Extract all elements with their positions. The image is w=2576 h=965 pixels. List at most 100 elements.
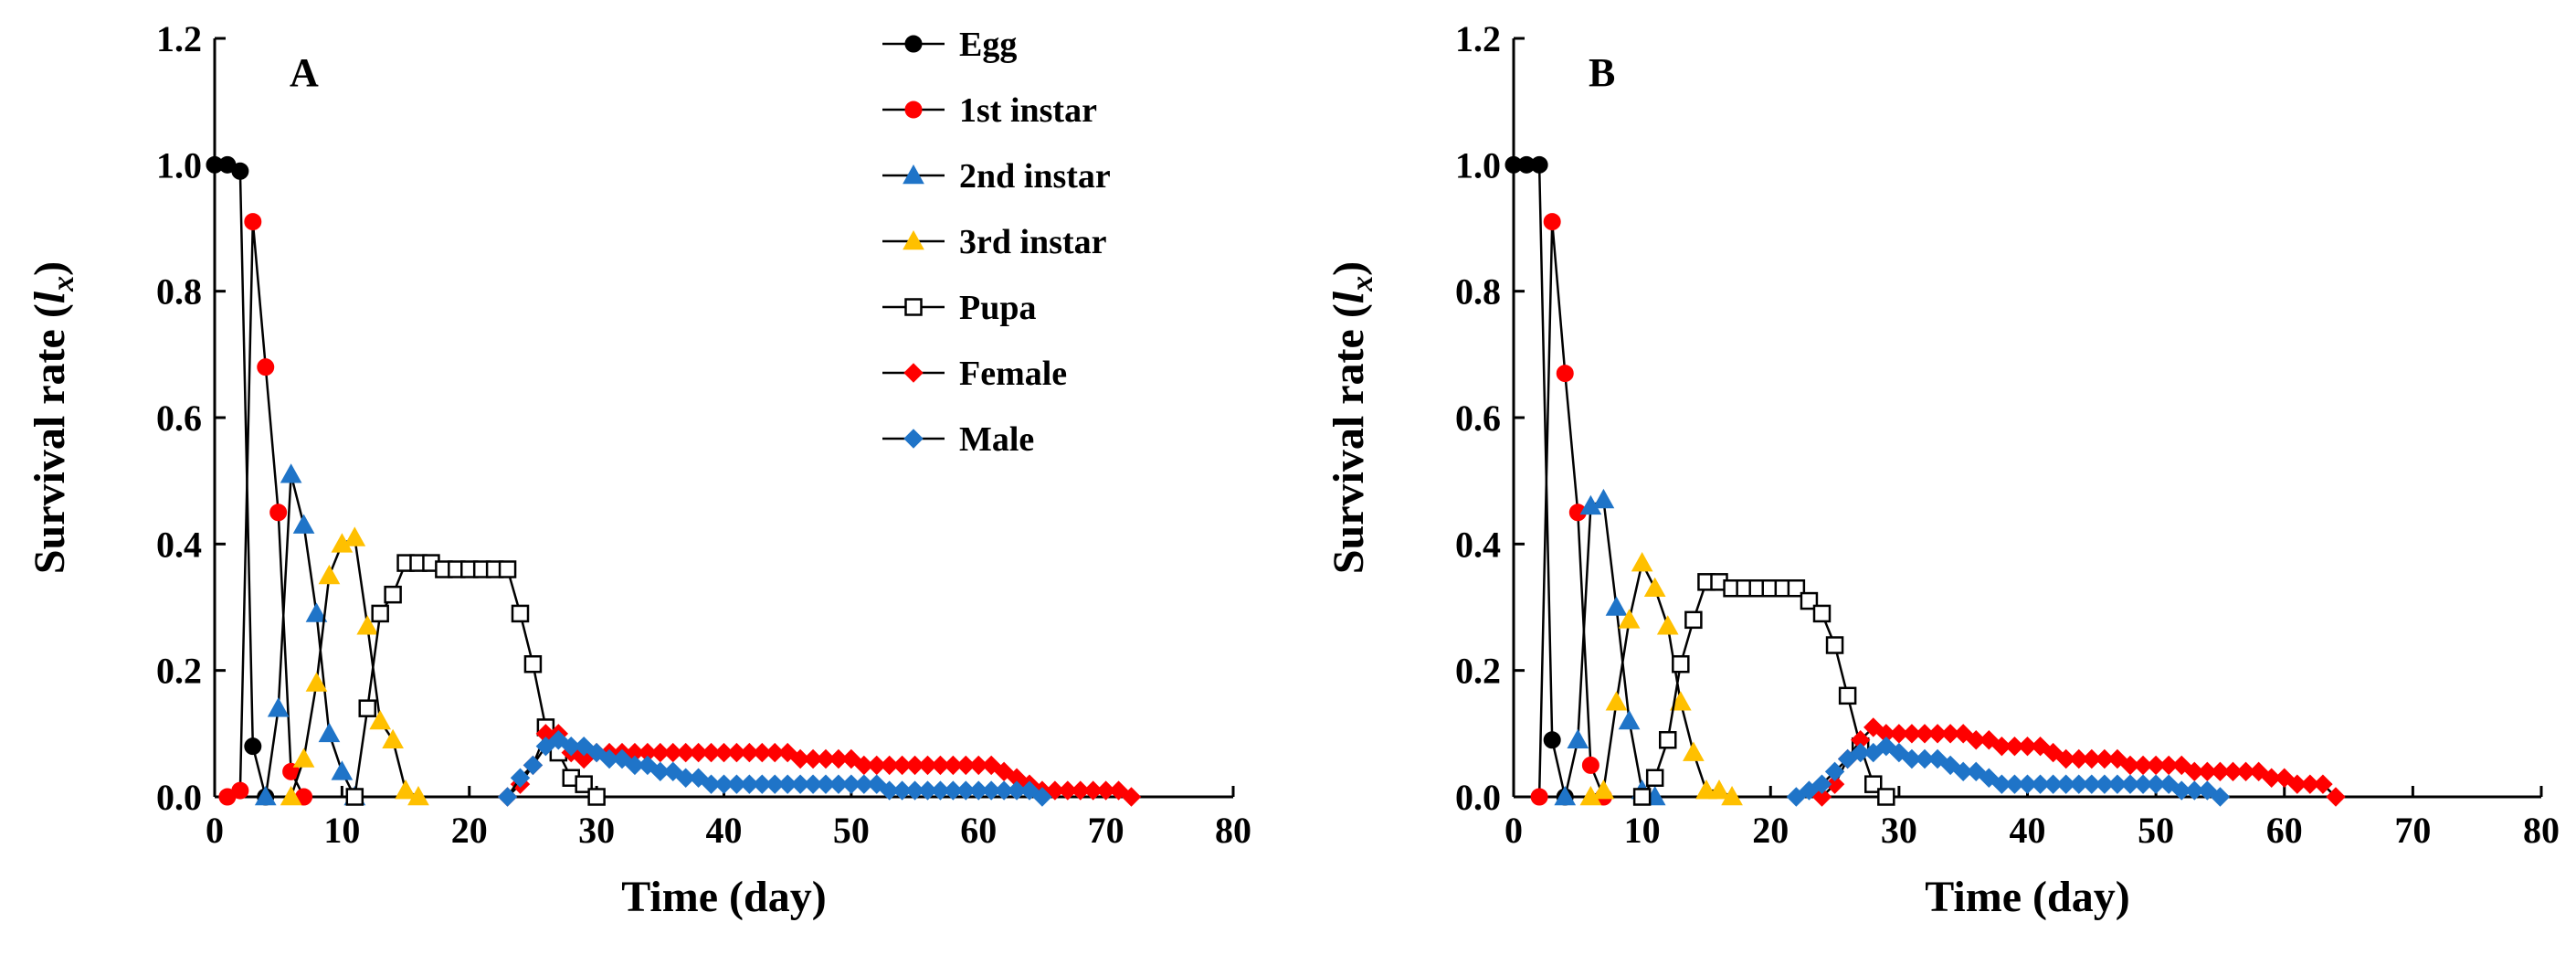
data-point-male [2017, 774, 2038, 794]
data-point-pupa [511, 604, 530, 623]
x-tick-label: 20 [1752, 810, 1789, 851]
data-point-male [574, 736, 594, 757]
data-point-female [2082, 748, 2102, 769]
y-tick-label: 0.8 [1455, 271, 1501, 313]
data-point-female [2261, 768, 2282, 788]
data-point-third [1618, 609, 1641, 629]
data-point-male [2055, 774, 2076, 794]
data-point-third [305, 672, 328, 692]
x-tick-label: 70 [1088, 810, 1124, 851]
data-point-male [638, 755, 658, 776]
x-tick-label: 50 [2138, 810, 2174, 851]
data-point-egg [1530, 155, 1548, 174]
data-point-male [2197, 780, 2218, 801]
x-tick-label: 10 [323, 810, 360, 851]
series-line-egg [215, 164, 268, 798]
data-point-third [1605, 691, 1628, 711]
y-tick-label: 1.0 [1455, 144, 1501, 186]
x-tick-label: 40 [706, 810, 743, 851]
data-point-male [586, 742, 607, 763]
data-point-male [2210, 787, 2231, 807]
data-point-female [2275, 768, 2295, 788]
data-point-second [318, 722, 341, 743]
data-point-female [994, 761, 1014, 782]
data-point-female [2184, 761, 2205, 782]
data-point-male [2082, 774, 2102, 794]
data-point-female [2030, 736, 2051, 757]
data-point-female [2287, 774, 2307, 794]
data-point-male [1824, 761, 1845, 782]
legend-marker-first [904, 101, 923, 119]
series-egg [206, 155, 275, 806]
series-female [1811, 717, 2346, 807]
data-point-male [1927, 748, 1948, 769]
data-point-pupa [1800, 591, 1819, 610]
series-first [1530, 213, 1612, 806]
data-point-female [841, 748, 861, 769]
series-pupa [1632, 573, 1895, 806]
y-tick-label: 0.2 [1455, 651, 1501, 692]
data-point-male [663, 761, 683, 782]
data-point-first [257, 358, 275, 376]
data-point-second [254, 785, 277, 806]
legend-entry-egg: Egg [882, 26, 1017, 64]
y-axis-title-subscript: x [1346, 276, 1379, 292]
data-point-third [1721, 785, 1743, 806]
data-point-female [2222, 761, 2243, 782]
data-point-female [1953, 724, 1973, 744]
legend-label: 2nd instar [959, 157, 1111, 196]
data-point-pupa [358, 699, 376, 717]
data-point-male [1786, 787, 1807, 807]
y-tick-label: 1.0 [156, 144, 202, 186]
x-axis-title: Time (day) [1925, 873, 2129, 921]
data-point-female [1889, 724, 1909, 744]
x-tick-label: 50 [833, 810, 870, 851]
data-point-female [1991, 736, 2012, 757]
data-point-female [2069, 748, 2089, 769]
legend-label: Female [959, 355, 1067, 393]
series-male [1786, 736, 2231, 807]
data-point-male [1902, 748, 1922, 769]
x-tick-label: 60 [960, 810, 997, 851]
data-point-female [574, 748, 594, 769]
data-point-pupa [1787, 579, 1806, 598]
data-point-pupa [587, 788, 606, 806]
legend-marker-pupa [904, 298, 923, 316]
series-line-egg [1514, 164, 1567, 798]
legend-label: Egg [959, 26, 1017, 64]
data-point-male [523, 755, 544, 776]
x-tick-label: 40 [2010, 810, 2046, 851]
legend-entry-third: 3rd instar [882, 223, 1107, 261]
data-point-male [1953, 761, 1973, 782]
panel-label: A [290, 50, 319, 95]
data-point-female [2171, 755, 2191, 776]
legend-label: 1st instar [959, 91, 1097, 130]
data-point-third [1592, 779, 1615, 800]
panel-a-chart: 0.0 0.2 0.4 0.6 0.8 1.0 1.2 0 10 20 30 40 50 60 70 80 Ti… [26, 18, 1251, 921]
data-point-pupa [1864, 775, 1883, 793]
data-point-second [1554, 785, 1577, 806]
data-point-male [867, 774, 887, 794]
data-point-female [2146, 755, 2166, 776]
legend-marker-female [903, 363, 924, 383]
data-point-male [2133, 774, 2153, 794]
data-point-third [1669, 691, 1692, 711]
data-point-pupa [1672, 655, 1690, 673]
data-point-pupa [371, 604, 389, 623]
y-tick-label: 0.0 [156, 777, 202, 818]
series-third [280, 526, 429, 806]
y-axis-title: Survival rate (lx) [1325, 261, 1379, 574]
data-point-pupa [1645, 769, 1664, 787]
data-point-female [2055, 748, 2076, 769]
data-point-female [1979, 730, 2000, 750]
data-point-male [1915, 748, 1935, 769]
x-axis-title: Time (day) [621, 873, 826, 921]
legend-label: 3rd instar [959, 223, 1107, 261]
series-pupa [345, 554, 606, 806]
x-tick-label: 60 [2266, 810, 2303, 851]
data-point-female [1108, 780, 1129, 801]
chart-legend: Egg 1st instar 2nd instar 3rd instar Pupa Fem… [882, 26, 1111, 459]
y-tick-label: 0.6 [1455, 398, 1501, 439]
data-point-male [510, 768, 531, 788]
legend-entry-female: Female [882, 355, 1067, 393]
